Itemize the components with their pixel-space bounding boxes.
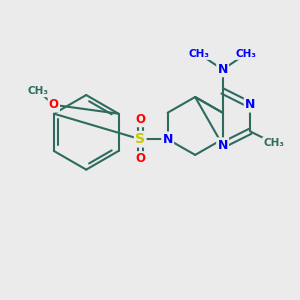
Text: CH₃: CH₃ (28, 86, 49, 96)
Text: N: N (218, 139, 228, 152)
Text: O: O (49, 98, 59, 111)
Text: CH₃: CH₃ (189, 49, 210, 59)
Text: N: N (245, 98, 255, 111)
Text: CH₃: CH₃ (236, 49, 257, 59)
Text: CH₃: CH₃ (263, 138, 284, 148)
Text: N: N (163, 133, 173, 146)
Text: S: S (135, 132, 145, 146)
Text: O: O (135, 152, 145, 165)
Text: N: N (218, 63, 228, 76)
Text: O: O (135, 113, 145, 126)
